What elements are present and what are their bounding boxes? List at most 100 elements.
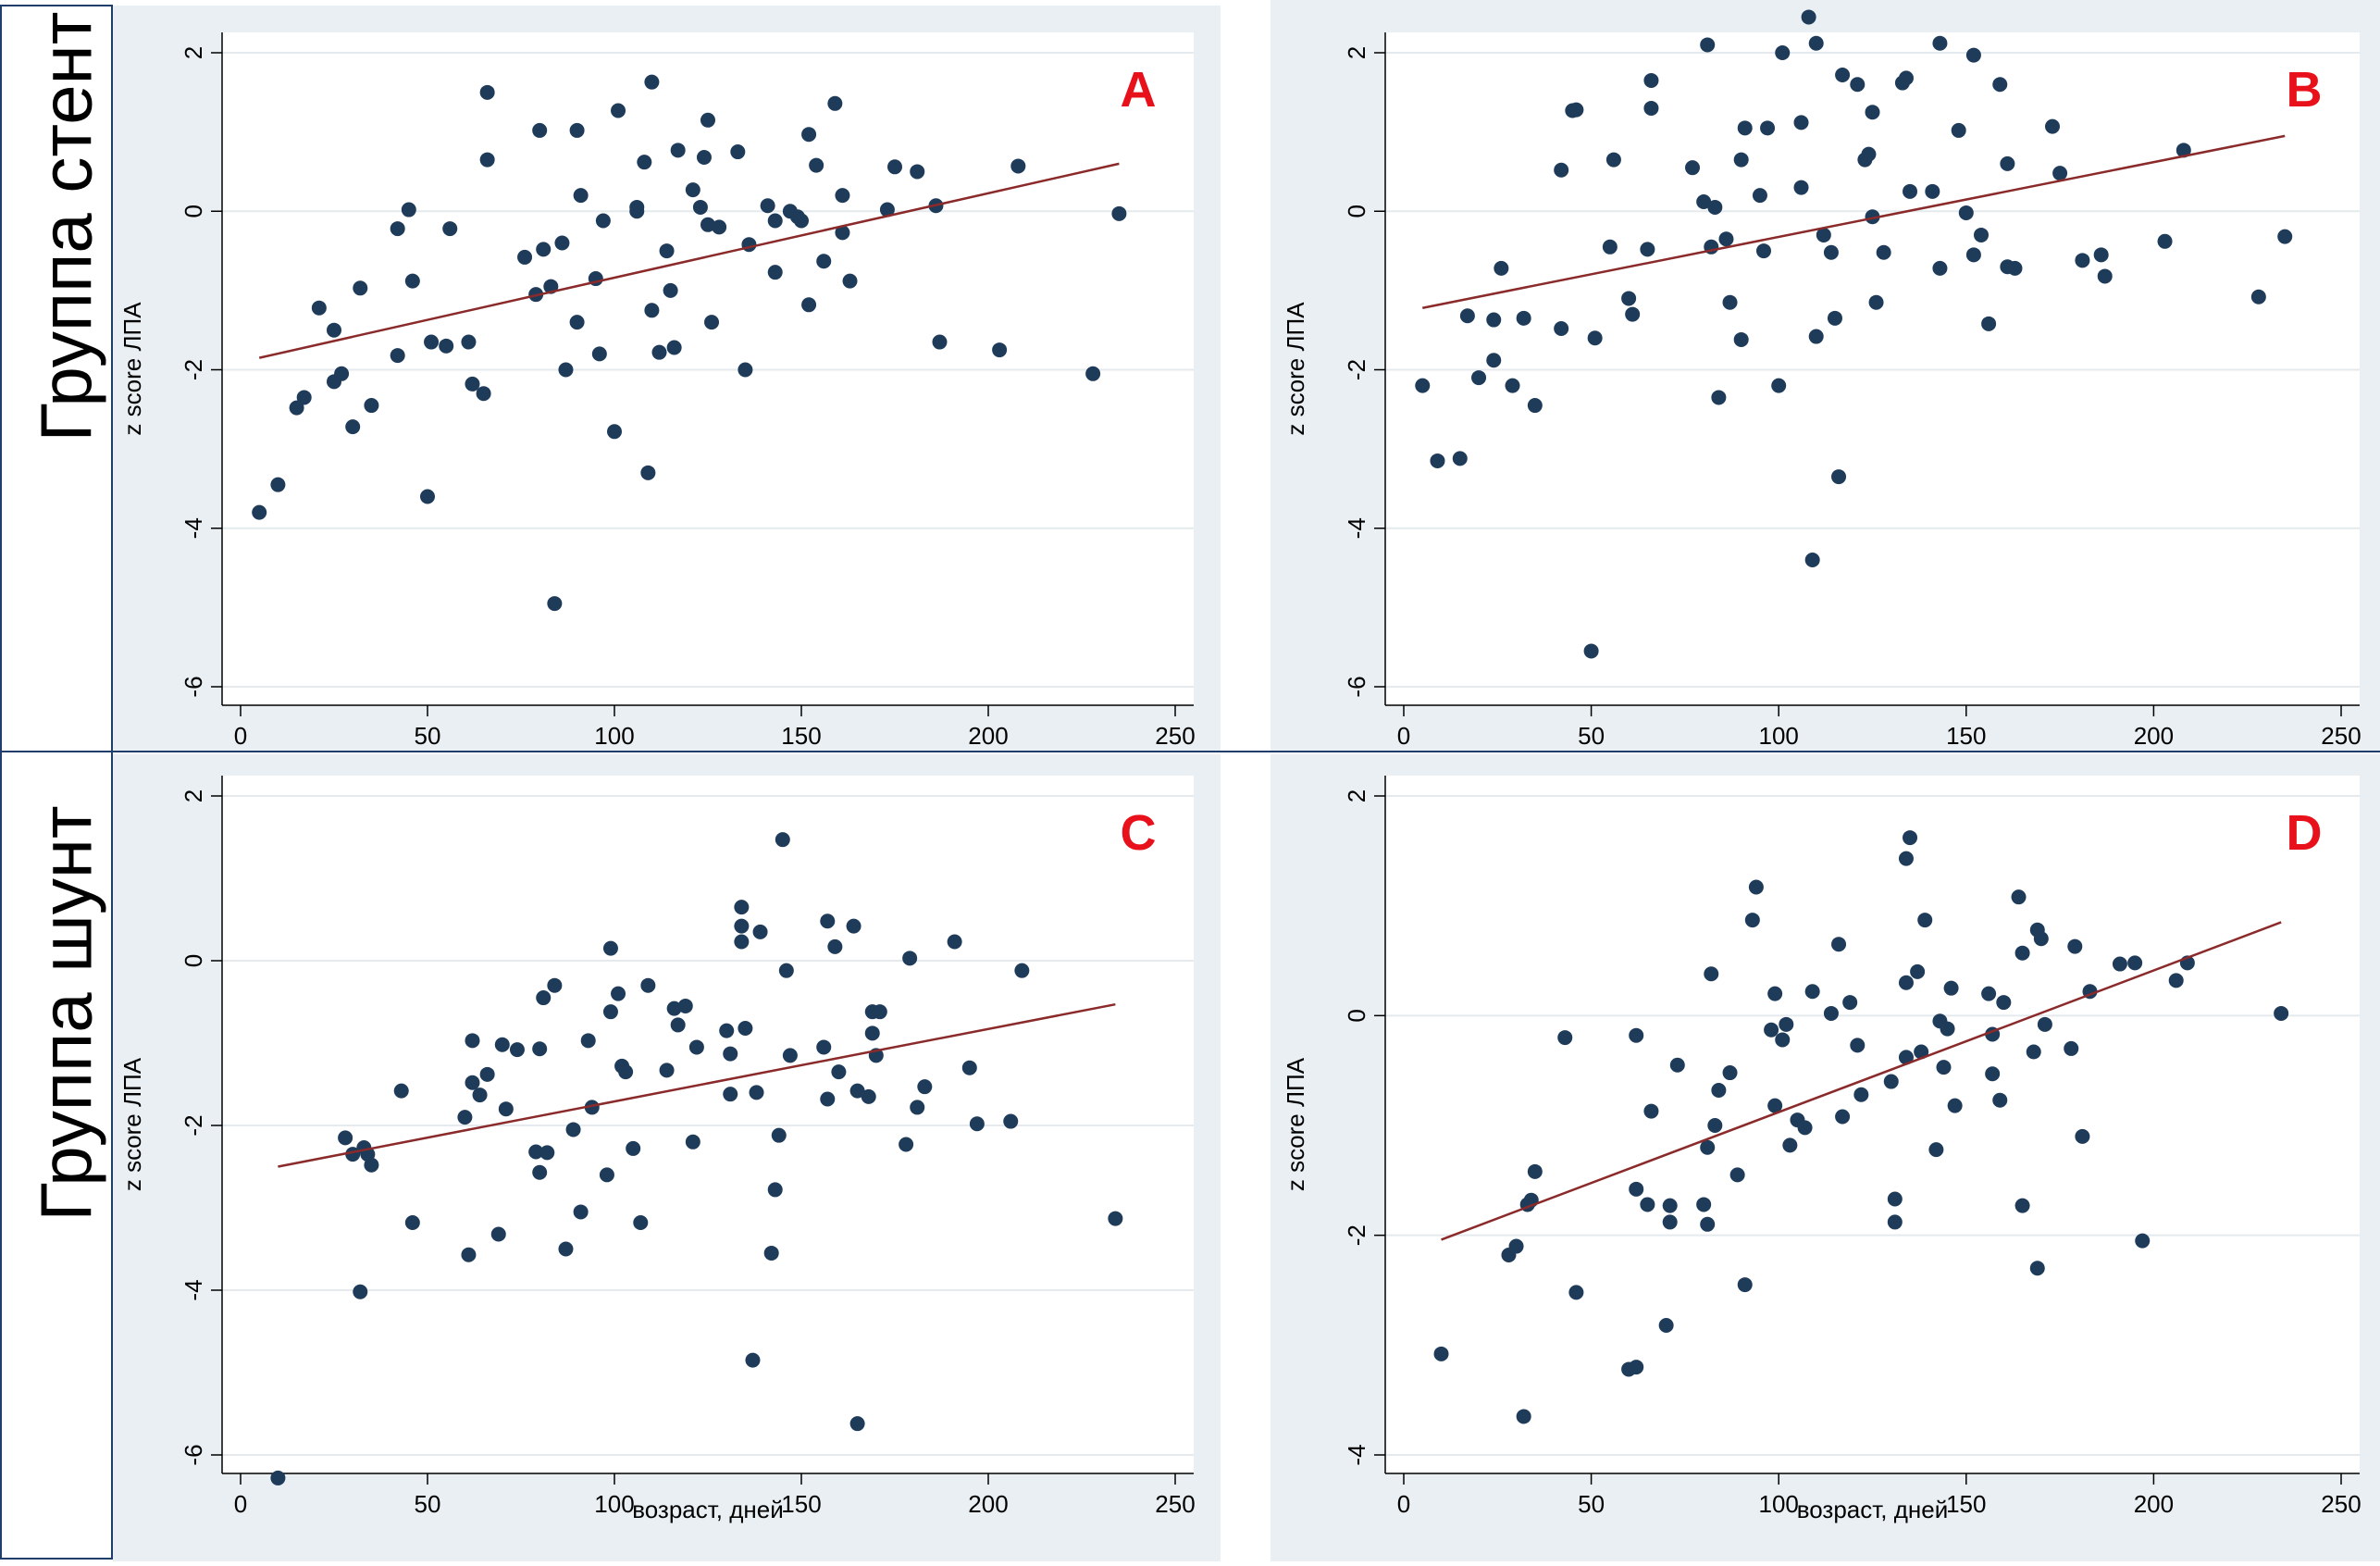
data-point-d [2026,1044,2041,1060]
data-point-b [1643,100,1659,116]
data-point-b [1486,353,1502,368]
data-point-a [992,342,1008,358]
data-point-c [509,1042,525,1058]
fit-line-b [1422,134,2286,309]
data-point-a [670,143,686,158]
data-point-d [1782,1137,1798,1153]
data-point-b [1733,152,1749,168]
x-tick-label-d: 250 [2321,1490,2361,1518]
y-tick-label-a: -2 [180,359,207,380]
data-point-c [917,1079,933,1095]
data-point-b [1932,35,1948,51]
data-point-d [1433,1346,1449,1361]
data-point-d [2168,973,2184,988]
data-point-b [2075,253,2090,268]
data-point-b [1737,120,1753,136]
data-point-b [1831,469,1847,485]
x-tick-label-c: 0 [234,1490,247,1518]
data-point-a [353,280,368,296]
data-point-c [602,1004,618,1020]
data-point-a [842,273,858,289]
data-point-a [532,122,548,138]
data-point-b [1733,331,1749,347]
data-point-d [1883,1074,1899,1089]
data-point-a [932,334,948,350]
y-axis-label-a: z score ЛПА [118,302,146,436]
data-point-c [872,1004,887,1020]
data-point-c [778,963,794,978]
data-point-c [947,934,962,950]
data-point-a [517,249,533,265]
data-point-b [1850,77,1866,93]
panel-letter-c: C [1121,805,1157,861]
data-point-c [573,1204,589,1220]
data-point-b [1793,180,1809,195]
data-point-a [569,315,585,330]
data-point-c [688,1039,704,1055]
data-point-b [1974,227,1990,242]
data-point-d [2135,1233,2151,1249]
data-point-a [252,504,267,520]
data-point-a [887,159,902,175]
data-point-c [820,1091,836,1107]
data-point-a [794,213,809,229]
data-point-c [782,1048,798,1063]
data-point-c [849,1083,865,1099]
data-point-a [767,265,783,280]
data-point-a [767,213,783,229]
data-point-a [573,188,589,204]
data-point-a [558,362,574,378]
x-tick-label-c: 100 [594,1490,634,1518]
data-point-d [1557,1030,1573,1046]
data-point-a [816,254,832,269]
data-point-a [536,242,552,257]
data-point-d [1748,879,1764,895]
data-point-b [1958,205,1974,220]
data-point-c [861,1088,876,1104]
data-point-d [1629,1181,1644,1197]
data-point-b [1621,291,1637,306]
data-point-a [760,198,775,214]
fit-line-c [278,1002,1116,1168]
data-point-c [602,940,618,956]
data-point-a [704,315,720,330]
data-point-b [2007,260,2023,276]
y-tick-label-d: 0 [1343,1009,1370,1022]
data-point-d [1804,984,1820,1000]
data-point-a [554,235,570,251]
panel-letter-d: D [2287,805,2323,861]
data-point-d [1797,1120,1813,1136]
data-point-c [745,1352,761,1368]
data-point-c [734,918,750,934]
data-point-b [1505,378,1520,393]
data-point-c [338,1130,353,1146]
data-point-a [595,213,611,229]
data-point-b [1865,105,1880,120]
data-point-d [1516,1409,1531,1424]
data-point-d [1658,1317,1674,1333]
y-tick-label-b: 2 [1343,46,1370,59]
data-point-c [670,1017,686,1033]
data-point-d [1898,975,1914,990]
data-point-b [2277,229,2293,244]
data-point-d [1764,1022,1779,1038]
data-point-c [666,1000,682,1016]
data-point-c [763,1245,779,1261]
data-point-d [1527,1163,1543,1179]
x-tick-label-c: 200 [968,1490,1008,1518]
data-point-c [767,1182,783,1198]
data-point-d [1928,1142,1944,1158]
data-point-a [738,362,753,378]
data-point-b [1640,242,1655,257]
data-point-a [1010,158,1026,174]
data-point-d [1662,1198,1678,1213]
data-point-d [1711,1083,1727,1099]
data-point-b [1932,260,1948,276]
data-point-b [1827,310,1842,326]
data-point-b [1876,244,1891,260]
data-point-b [1494,260,1509,276]
data-point-c [734,934,750,950]
data-point-d [1700,1216,1716,1232]
data-point-c [640,977,656,993]
data-point-a [696,150,712,166]
